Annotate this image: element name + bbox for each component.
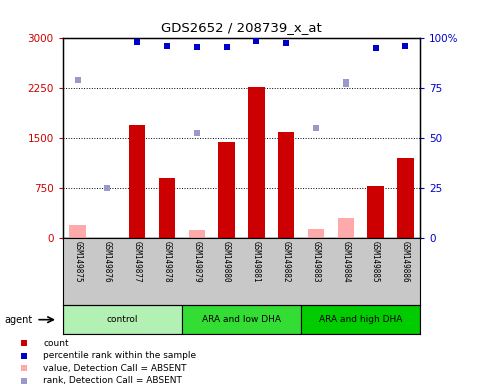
Text: GSM149885: GSM149885 (371, 242, 380, 283)
Bar (129, 125, 145, 238)
Text: GSM149884: GSM149884 (341, 242, 350, 283)
Bar (182, 305, 301, 334)
Text: value, Detection Call = ABSENT: value, Detection Call = ABSENT (43, 364, 186, 372)
Text: ARA and high DHA: ARA and high DHA (319, 315, 402, 324)
Text: rank, Detection Call = ABSENT: rank, Detection Call = ABSENT (43, 376, 182, 384)
Text: GSM149881: GSM149881 (252, 242, 261, 283)
Text: GSM149878: GSM149878 (163, 242, 171, 283)
Text: count: count (43, 339, 69, 348)
Bar (159, 178, 175, 238)
Bar (308, 229, 324, 238)
Bar (397, 158, 413, 238)
Text: GDS2652 / 208739_x_at: GDS2652 / 208739_x_at (161, 21, 322, 34)
Text: GSM149879: GSM149879 (192, 242, 201, 283)
Text: GSM149882: GSM149882 (282, 242, 291, 283)
Bar (70, 225, 86, 238)
Bar (301, 305, 420, 334)
Text: agent: agent (5, 314, 33, 325)
Text: GSM149886: GSM149886 (401, 242, 410, 283)
Bar (278, 132, 294, 238)
Bar (368, 186, 384, 238)
Text: GSM149883: GSM149883 (312, 242, 320, 283)
Text: percentile rank within the sample: percentile rank within the sample (43, 351, 196, 360)
Text: GSM149876: GSM149876 (103, 242, 112, 283)
Text: GSM149877: GSM149877 (133, 242, 142, 283)
Bar (189, 230, 205, 238)
Text: GSM149880: GSM149880 (222, 242, 231, 283)
Bar (218, 142, 235, 238)
Text: GSM149875: GSM149875 (73, 242, 82, 283)
Bar (63, 305, 182, 334)
Bar (338, 218, 354, 238)
Text: control: control (107, 315, 138, 324)
Bar (248, 87, 265, 238)
Text: ARA and low DHA: ARA and low DHA (202, 315, 281, 324)
